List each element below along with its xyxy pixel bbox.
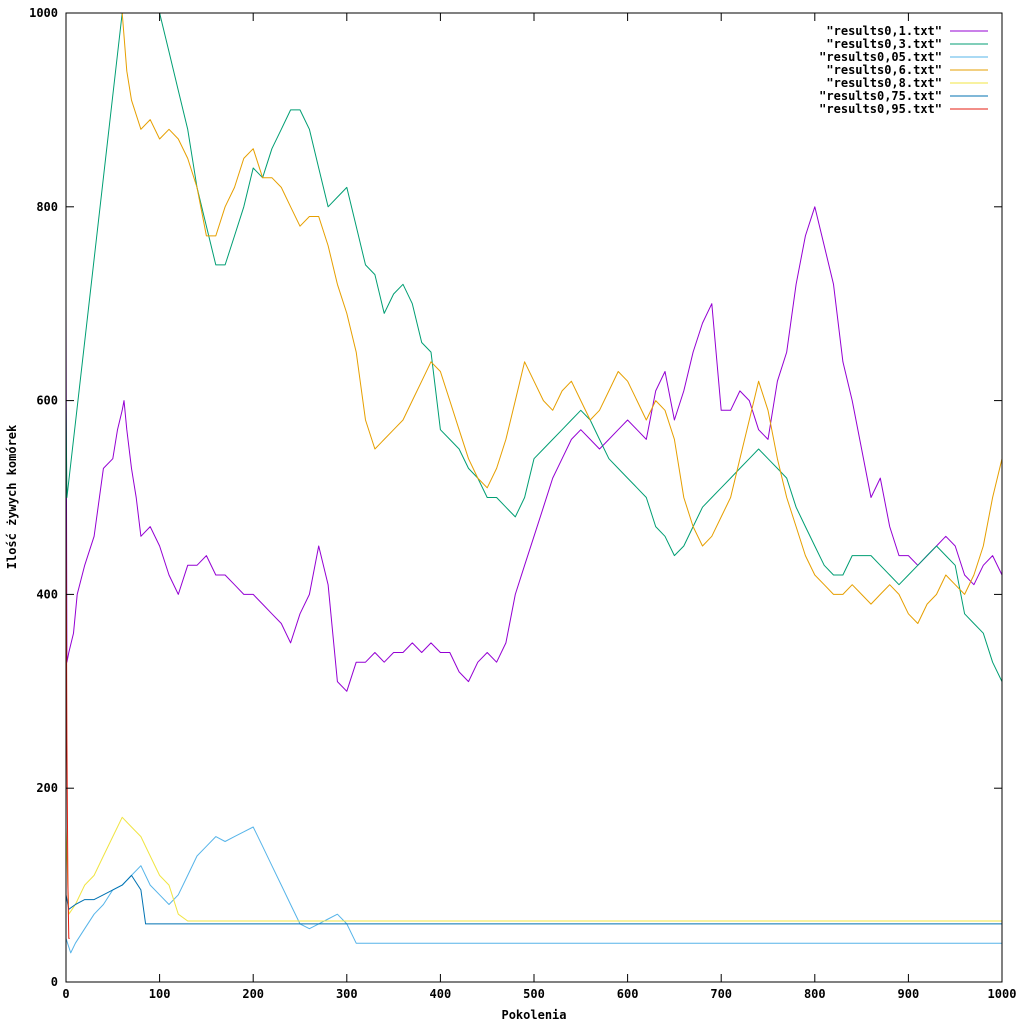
y-tick-label: 200 <box>36 781 58 795</box>
legend-entry-label: "results0,75.txt" <box>819 89 942 103</box>
x-tick-label: 900 <box>898 987 920 1001</box>
legend-entry-label: "results0,6.txt" <box>826 63 942 77</box>
plot-lines <box>65 12 1003 954</box>
legend-entry-label: "results0,05.txt" <box>819 50 942 64</box>
x-axis-label: Pokolenia <box>501 1008 566 1022</box>
y-tick-label: 1000 <box>29 6 58 20</box>
x-tick-label: 100 <box>149 987 171 1001</box>
y-tick-label: 400 <box>36 587 58 601</box>
x-tick-label: 600 <box>617 987 639 1001</box>
x-tick-label: 200 <box>242 987 264 1001</box>
x-tick-label: 400 <box>430 987 452 1001</box>
x-tick-label: 700 <box>710 987 732 1001</box>
legend-entry-label: "results0,1.txt" <box>826 24 942 38</box>
series-line-1 <box>65 206 1003 692</box>
legend-entry-label: "results0,95.txt" <box>819 102 942 116</box>
axis-ticks: 0 100 200 300 400 500 600 700 800 900 1000 0 200 400 6… <box>29 6 1016 1001</box>
legend-entry-label: "results0,3.txt" <box>826 37 942 51</box>
legend: "results0,1.txt""results0,3.txt""results… <box>819 24 988 116</box>
series-line-2 <box>65 12 1003 682</box>
y-tick-label: 600 <box>36 394 58 408</box>
x-tick-label: 1000 <box>988 987 1017 1001</box>
series-line-3 <box>65 826 1002 954</box>
series-line-7 <box>65 497 70 939</box>
x-tick-label: 300 <box>336 987 358 1001</box>
y-tick-label: 800 <box>36 200 58 214</box>
series-line-4 <box>121 12 1003 624</box>
x-tick-label: 800 <box>804 987 826 1001</box>
y-axis-label: Ilość żywych komórek <box>5 424 19 569</box>
series-line-5 <box>65 816 1002 922</box>
x-tick-label: 500 <box>523 987 545 1001</box>
y-tick-label: 0 <box>51 975 58 989</box>
legend-entry-label: "results0,8.txt" <box>826 76 942 90</box>
x-tick-label: 0 <box>62 987 69 1001</box>
series-line-6 <box>65 874 1002 925</box>
